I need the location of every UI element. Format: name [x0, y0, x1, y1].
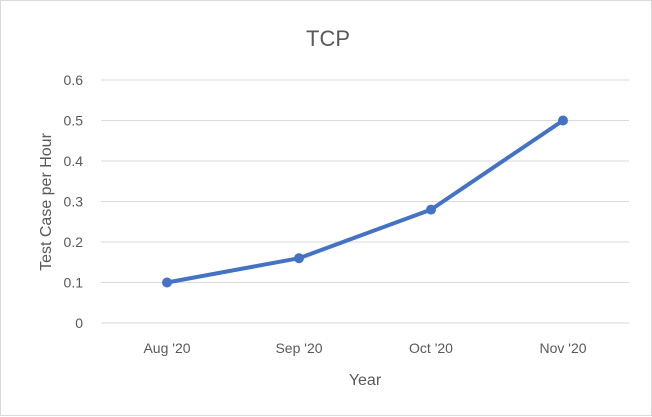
- y-tick-label: 0.4: [64, 153, 84, 169]
- chart-title: TCP: [306, 26, 350, 51]
- data-point: [558, 115, 568, 126]
- y-tick-labels: 0 0.1 0.2 0.3 0.4 0.5 0.6: [64, 72, 84, 331]
- x-tick-label: Aug '20: [143, 340, 190, 356]
- x-tick-label: Oct '20: [409, 340, 453, 356]
- y-axis-label: Test Case per Hour: [38, 132, 55, 271]
- x-tick-labels: Aug '20 Sep '20 Oct '20 Nov '20: [143, 340, 586, 356]
- x-axis-label: Year: [349, 372, 382, 389]
- data-point: [162, 277, 172, 288]
- data-point: [426, 204, 436, 215]
- series-line: [165, 118, 565, 285]
- y-tick-label: 0.5: [64, 113, 84, 129]
- y-tick-label: 0.1: [64, 275, 84, 291]
- x-tick-label: Nov '20: [539, 340, 586, 356]
- x-tick-label: Sep '20: [275, 340, 322, 356]
- y-tick-label: 0.3: [64, 194, 84, 210]
- y-tick-label: 0: [75, 315, 83, 331]
- gridlines: [101, 79, 629, 324]
- series-layer: [162, 115, 568, 288]
- data-point: [294, 253, 304, 264]
- y-tick-label: 0.6: [64, 72, 84, 88]
- y-tick-label: 0.2: [64, 234, 84, 250]
